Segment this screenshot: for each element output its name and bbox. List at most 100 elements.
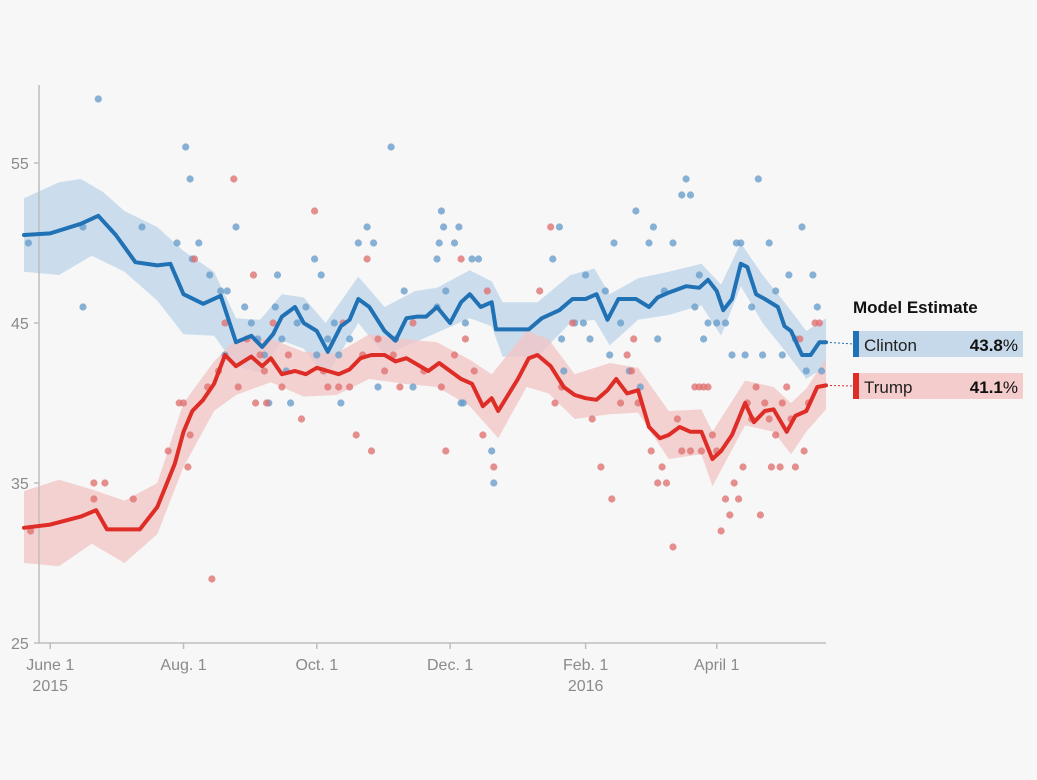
poll-dot-clinton xyxy=(704,319,712,327)
poll-dot-clinton xyxy=(94,95,102,103)
y-tick-label: 55 xyxy=(11,156,29,173)
poll-dot-clinton xyxy=(772,287,780,295)
poll-dot-trump xyxy=(752,383,760,391)
poll-dot-clinton xyxy=(278,335,286,343)
poll-dot-trump xyxy=(739,463,747,471)
poll-dot-clinton xyxy=(313,351,321,359)
poll-dot-trump xyxy=(263,399,271,407)
poll-dot-trump xyxy=(717,527,725,535)
legend-row-bg-clinton xyxy=(853,331,1023,357)
poll-dot-trump xyxy=(783,383,791,391)
poll-dot-clinton xyxy=(785,271,793,279)
poll-dot-trump xyxy=(374,335,382,343)
legend-swatch-trump xyxy=(853,373,859,399)
poll-dot-trump xyxy=(249,271,258,279)
poll-dot-clinton xyxy=(560,367,568,375)
poll-dot-trump xyxy=(708,431,717,439)
poll-dot-clinton xyxy=(442,287,450,295)
poll-dot-trump xyxy=(278,383,286,391)
poll-dot-trump xyxy=(437,383,445,391)
poll-dot-clinton xyxy=(617,319,625,327)
poll-dot-trump xyxy=(164,447,172,455)
poll-dot-clinton xyxy=(649,223,658,231)
poll-dot-clinton xyxy=(138,223,146,231)
poll-dot-trump xyxy=(190,255,199,263)
x-tick-label: Feb. 1 xyxy=(563,657,608,674)
poll-dot-clinton xyxy=(582,271,590,279)
poll-dot-clinton xyxy=(601,287,609,295)
poll-dot-clinton xyxy=(579,319,588,327)
poll-dot-clinton xyxy=(610,239,618,247)
poll-dot-clinton xyxy=(311,255,319,263)
poll-dot-trump xyxy=(623,351,631,359)
poll-dot-trump xyxy=(256,351,264,359)
poll-dot-trump xyxy=(761,399,769,407)
poll-dot-trump xyxy=(352,431,360,439)
poll-dot-clinton xyxy=(409,383,417,391)
poll-dot-trump xyxy=(772,431,780,439)
poll-dot-trump xyxy=(776,463,784,471)
poll-dot-clinton xyxy=(370,239,378,247)
poll-dot-trump xyxy=(230,175,238,183)
poll-dot-clinton xyxy=(678,191,686,199)
poll-dot-trump xyxy=(726,511,734,519)
poll-dot-trump xyxy=(630,335,638,343)
poll-dot-clinton xyxy=(682,175,690,183)
y-tick-label: 45 xyxy=(11,316,29,333)
poll-dot-trump xyxy=(457,255,465,263)
poll-dot-trump xyxy=(673,415,682,423)
poll-dot-trump xyxy=(735,495,743,503)
poll-dot-trump xyxy=(551,399,559,407)
legend-row-bg-trump xyxy=(853,373,1023,399)
poll-dot-clinton xyxy=(686,191,695,199)
poll-dot-trump xyxy=(654,479,662,487)
poll-dot-trump xyxy=(221,319,229,327)
poll-dot-trump xyxy=(363,255,371,263)
poll-dot-clinton xyxy=(778,351,786,359)
poll-dot-trump xyxy=(90,479,98,487)
poll-dot-clinton xyxy=(691,303,699,311)
poll-dot-trump xyxy=(284,351,292,359)
poll-dot-clinton xyxy=(247,319,255,327)
poll-dot-clinton xyxy=(335,351,343,359)
y-tick-label: 35 xyxy=(11,476,29,493)
poll-dot-clinton xyxy=(488,447,496,455)
poll-dot-clinton xyxy=(440,223,448,231)
poll-dot-clinton xyxy=(654,335,662,343)
poll-dot-clinton xyxy=(818,367,826,375)
poll-dot-clinton xyxy=(387,143,395,151)
poll-dot-clinton xyxy=(450,239,459,247)
x-tick-sublabel: 2015 xyxy=(32,678,68,695)
poll-dot-trump xyxy=(234,383,242,391)
poll-dot-trump xyxy=(335,383,343,391)
poll-dot-clinton xyxy=(433,255,441,263)
poll-dot-trump xyxy=(669,543,677,551)
poll-dot-trump xyxy=(483,287,491,295)
legend-value-trump: 41.1% xyxy=(970,378,1018,397)
poll-dot-trump xyxy=(324,383,332,391)
poll-dot-clinton xyxy=(802,367,810,375)
legend-connector-clinton xyxy=(825,341,854,345)
axes: 25 35 45 55 June 1 2015 Aug. 1 Oct. 1 Dec. 1 Feb.… xyxy=(11,85,826,695)
poll-dot-clinton xyxy=(632,207,640,215)
poll-dot-clinton xyxy=(217,287,225,295)
legend: Model Estimate Clinton 43.8% Trump 41.1% xyxy=(825,298,1023,399)
estimate-line-clinton xyxy=(22,213,828,357)
poll-dot-clinton xyxy=(287,399,295,407)
poll-dot-trump xyxy=(381,367,389,375)
poll-dot-clinton xyxy=(435,239,443,247)
poll-dot-trump xyxy=(697,447,706,455)
poll-dot-trump xyxy=(767,463,776,471)
poll-dot-trump xyxy=(756,511,765,519)
poll-dot-clinton xyxy=(195,239,203,247)
poll-dot-trump xyxy=(479,431,487,439)
poll-dot-trump xyxy=(568,319,577,327)
poll-dot-clinton xyxy=(695,271,703,279)
poll-dot-clinton xyxy=(759,351,767,359)
poll-dot-clinton xyxy=(182,143,190,151)
poll-dot-trump xyxy=(658,463,666,471)
poll-dot-clinton xyxy=(330,319,338,327)
poll-dot-clinton xyxy=(558,335,566,343)
poll-dot-trump xyxy=(461,335,469,343)
